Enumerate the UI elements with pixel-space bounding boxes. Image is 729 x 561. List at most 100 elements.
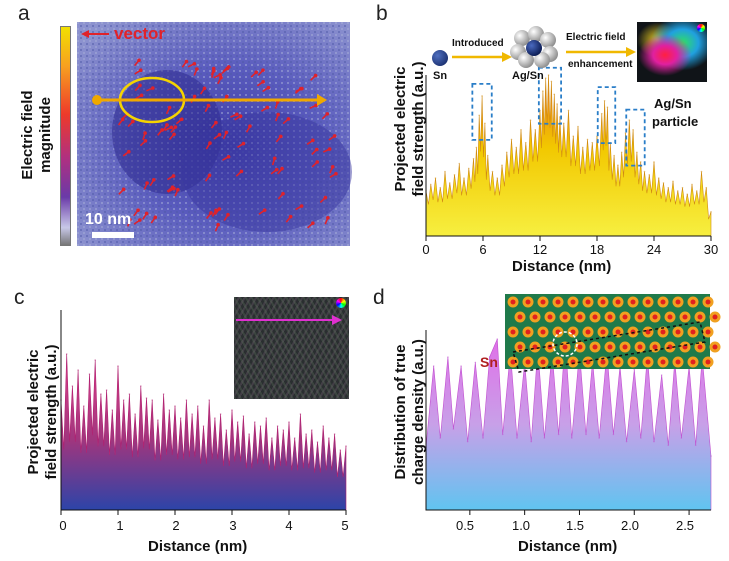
panel-c-colorwheel-icon bbox=[336, 298, 346, 308]
data-point bbox=[208, 399, 210, 401]
data-point bbox=[557, 433, 560, 436]
data-point bbox=[475, 146, 478, 149]
data-point bbox=[620, 151, 623, 154]
data-point bbox=[444, 170, 446, 173]
data-point bbox=[191, 413, 193, 415]
vector-arrow-head bbox=[131, 119, 135, 124]
profile-arrowhead bbox=[317, 94, 327, 106]
data-point bbox=[134, 413, 136, 415]
data-point bbox=[496, 338, 499, 340]
data-point bbox=[606, 106, 609, 108]
data-point bbox=[520, 128, 522, 131]
data-point bbox=[648, 174, 651, 176]
peak-highlight-box bbox=[471, 82, 493, 141]
panel-d-xlabel: Distance (nm) bbox=[518, 538, 618, 555]
vector-arrows bbox=[117, 58, 338, 232]
data-point bbox=[282, 429, 285, 431]
data-point bbox=[439, 186, 442, 189]
data-point bbox=[617, 164, 619, 166]
vector-arrow-head bbox=[241, 141, 246, 146]
data-point bbox=[259, 425, 262, 427]
data-point bbox=[111, 409, 114, 411]
data-point bbox=[162, 393, 165, 395]
data-point bbox=[467, 167, 470, 170]
vector-arrow-head bbox=[176, 187, 180, 192]
data-point bbox=[488, 356, 491, 358]
data-point bbox=[505, 151, 508, 154]
data-point bbox=[491, 170, 494, 173]
data-point bbox=[77, 369, 79, 371]
data-point bbox=[105, 389, 108, 391]
data-point bbox=[429, 183, 432, 186]
vector-arrow-head bbox=[165, 123, 169, 127]
panel-b-chart bbox=[425, 66, 712, 241]
peak-highlight-box bbox=[596, 86, 617, 144]
data-point bbox=[625, 440, 628, 443]
data-point bbox=[453, 174, 456, 176]
data-point bbox=[581, 146, 584, 149]
vector-arrow-head bbox=[219, 75, 223, 80]
data-point bbox=[236, 421, 239, 423]
ylabel-line1: Projected electric bbox=[25, 349, 42, 475]
vector-arrow-head bbox=[120, 117, 125, 122]
data-point bbox=[276, 425, 279, 427]
data-point bbox=[254, 421, 256, 423]
data-point bbox=[680, 437, 683, 439]
panel-d-xtick: 2.5 bbox=[675, 518, 695, 533]
data-point bbox=[524, 141, 527, 144]
profile-start-dot bbox=[92, 95, 102, 105]
vector-arrow-head bbox=[272, 156, 277, 161]
data-point bbox=[501, 433, 504, 436]
ylabel-line1: Projected electric bbox=[392, 66, 409, 192]
sn-atom-icon bbox=[432, 50, 448, 66]
data-point bbox=[466, 440, 469, 443]
vector-arrow-head bbox=[330, 164, 335, 169]
data-point bbox=[322, 425, 325, 427]
data-point bbox=[197, 405, 199, 407]
vector-arrow-head bbox=[226, 154, 231, 159]
vector-arrow-head bbox=[265, 105, 270, 110]
vector-arrow-head bbox=[274, 167, 279, 172]
data-point bbox=[572, 135, 575, 137]
data-point bbox=[271, 437, 273, 439]
peak-highlight-box bbox=[625, 108, 646, 167]
data-point bbox=[339, 449, 342, 451]
data-point bbox=[439, 437, 442, 439]
data-point bbox=[122, 399, 125, 401]
panel-d-letter: d bbox=[373, 286, 385, 309]
data-point bbox=[612, 433, 615, 436]
vector-arrow-head bbox=[262, 208, 267, 212]
vector-arrow-head bbox=[195, 67, 199, 71]
data-point bbox=[174, 405, 176, 407]
colorbar-label-line2: magnitude bbox=[37, 97, 54, 173]
data-point bbox=[542, 90, 544, 92]
data-point bbox=[556, 103, 558, 105]
inset-agsn-label: Ag/Sn bbox=[512, 70, 544, 82]
vector-arrow-head bbox=[211, 66, 216, 71]
data-point bbox=[570, 437, 573, 439]
panel-c-xtick: 5 bbox=[341, 518, 349, 533]
vector-arrow-head bbox=[171, 174, 176, 178]
vector-arrow-head bbox=[218, 72, 222, 77]
data-point bbox=[550, 80, 553, 83]
data-point bbox=[547, 74, 550, 76]
vector-arrow-head bbox=[152, 177, 156, 182]
vector-arrow-head bbox=[214, 208, 218, 213]
vector-arrow-head bbox=[153, 215, 158, 220]
data-point bbox=[305, 433, 307, 435]
inset-particle-line1: Ag/Sn bbox=[654, 96, 692, 111]
panel-b-xtick: 24 bbox=[646, 242, 662, 257]
vector-arrow-head bbox=[207, 173, 212, 178]
panel-d-sn-label: Sn bbox=[480, 354, 498, 370]
vector-arrow-head bbox=[224, 130, 229, 135]
inset-sn-label: Sn bbox=[433, 70, 448, 82]
data-point bbox=[100, 393, 102, 395]
data-point bbox=[691, 183, 693, 186]
data-point bbox=[478, 114, 480, 117]
data-point bbox=[316, 441, 319, 443]
legend-arrow-head bbox=[81, 30, 89, 38]
vector-arrow-head bbox=[278, 134, 283, 139]
panel-b-letter: b bbox=[376, 2, 388, 25]
data-point bbox=[633, 368, 636, 371]
data-point bbox=[482, 437, 484, 439]
